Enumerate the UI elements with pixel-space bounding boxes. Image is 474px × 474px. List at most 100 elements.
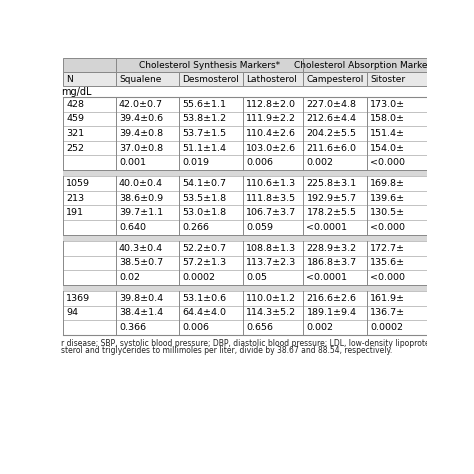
Bar	[63, 111, 427, 126]
Text: 54.1±0.7: 54.1±0.7	[182, 179, 227, 188]
Text: 321: 321	[66, 129, 84, 138]
Text: 225.8±3.1: 225.8±3.1	[307, 179, 356, 188]
Bar	[63, 191, 427, 206]
Text: 0.0002: 0.0002	[370, 323, 403, 332]
Text: 172.7±: 172.7±	[370, 244, 405, 253]
Text: 204.2±5.5: 204.2±5.5	[307, 129, 356, 138]
Text: 192.9±5.7: 192.9±5.7	[307, 194, 356, 203]
Text: 108.8±1.3: 108.8±1.3	[246, 244, 296, 253]
Bar	[63, 235, 427, 241]
Bar	[63, 306, 427, 320]
Bar	[63, 176, 427, 191]
Bar	[63, 141, 427, 155]
Text: 1369: 1369	[66, 294, 91, 303]
Text: 37.0±0.8: 37.0±0.8	[119, 144, 163, 153]
Text: 38.5±0.7: 38.5±0.7	[119, 258, 163, 267]
Text: 38.4±1.4: 38.4±1.4	[119, 309, 163, 318]
Text: r disease; SBP, systolic blood pressure; DBP, diastolic blood pressure; LDL, low: r disease; SBP, systolic blood pressure;…	[61, 339, 474, 348]
Text: 55.6±1.1: 55.6±1.1	[182, 100, 227, 109]
Text: 52.2±0.7: 52.2±0.7	[182, 244, 227, 253]
Text: 213: 213	[66, 194, 84, 203]
Text: 130.5±: 130.5±	[370, 208, 405, 217]
Bar	[116, 58, 303, 72]
Bar	[63, 270, 427, 285]
Text: 135.6±: 135.6±	[370, 258, 405, 267]
Text: 57.2±1.3: 57.2±1.3	[182, 258, 227, 267]
Text: 136.7±: 136.7±	[370, 309, 405, 318]
Text: 111.9±2.2: 111.9±2.2	[246, 114, 296, 123]
Bar	[63, 320, 427, 335]
Text: 0.001: 0.001	[119, 158, 146, 167]
Text: 0.266: 0.266	[182, 223, 210, 232]
Bar	[179, 72, 243, 86]
Text: sterol and triglycerides to millimoles per liter, divide by 38.67 and 88.54, res: sterol and triglycerides to millimoles p…	[61, 346, 392, 356]
Bar	[116, 72, 179, 86]
Text: <0.000: <0.000	[370, 158, 405, 167]
Text: <0.0001: <0.0001	[307, 223, 347, 232]
Bar	[63, 72, 116, 86]
Bar	[63, 155, 427, 170]
Text: 169.8±: 169.8±	[370, 179, 405, 188]
Text: 110.4±2.6: 110.4±2.6	[246, 129, 296, 138]
Text: 191: 191	[66, 208, 84, 217]
Text: 51.1±1.4: 51.1±1.4	[182, 144, 227, 153]
Text: 111.8±3.5: 111.8±3.5	[246, 194, 296, 203]
Text: 53.8±1.2: 53.8±1.2	[182, 114, 227, 123]
Text: 161.9±: 161.9±	[370, 294, 405, 303]
Text: Campesterol: Campesterol	[307, 75, 364, 84]
Text: 1059: 1059	[66, 179, 90, 188]
Text: 0.019: 0.019	[182, 158, 210, 167]
Text: 53.0±1.8: 53.0±1.8	[182, 208, 227, 217]
Text: 0.002: 0.002	[307, 323, 334, 332]
Text: 39.7±1.1: 39.7±1.1	[119, 208, 163, 217]
Text: 40.3±0.4: 40.3±0.4	[119, 244, 163, 253]
Bar	[63, 58, 116, 72]
Text: 0.006: 0.006	[246, 158, 273, 167]
Text: 151.4±: 151.4±	[370, 129, 405, 138]
Text: 53.7±1.5: 53.7±1.5	[182, 129, 227, 138]
Text: mg/dL: mg/dL	[61, 87, 91, 97]
Text: <0.000: <0.000	[370, 223, 405, 232]
Bar	[243, 72, 303, 86]
Text: 178.2±5.5: 178.2±5.5	[307, 208, 356, 217]
Bar	[303, 72, 367, 86]
Text: 110.0±1.2: 110.0±1.2	[246, 294, 296, 303]
Text: 42.0±0.7: 42.0±0.7	[119, 100, 163, 109]
Text: 186.8±3.7: 186.8±3.7	[307, 258, 356, 267]
Text: 0.366: 0.366	[119, 323, 146, 332]
Text: 113.7±2.3: 113.7±2.3	[246, 258, 296, 267]
Text: Lathosterol: Lathosterol	[246, 75, 297, 84]
Bar	[63, 291, 427, 306]
Text: Desmosterol: Desmosterol	[182, 75, 239, 84]
Bar	[63, 241, 427, 255]
Text: 39.4±0.6: 39.4±0.6	[119, 114, 163, 123]
Bar	[367, 72, 427, 86]
Text: 94: 94	[66, 309, 78, 318]
Text: N: N	[66, 75, 73, 84]
Text: 0.0002: 0.0002	[182, 273, 216, 282]
Bar	[63, 126, 427, 141]
Bar	[63, 255, 427, 270]
Text: 212.6±4.4: 212.6±4.4	[307, 114, 356, 123]
Text: 38.6±0.9: 38.6±0.9	[119, 194, 163, 203]
Text: Cholesterol Absorption Markers: Cholesterol Absorption Markers	[294, 61, 436, 70]
Text: 110.6±1.3: 110.6±1.3	[246, 179, 296, 188]
Text: 0.059: 0.059	[246, 223, 273, 232]
Text: 252: 252	[66, 144, 84, 153]
Bar	[63, 170, 427, 176]
Text: 216.6±2.6: 216.6±2.6	[307, 294, 356, 303]
Text: 0.006: 0.006	[182, 323, 210, 332]
Bar	[303, 58, 427, 72]
Text: 158.0±: 158.0±	[370, 114, 405, 123]
Text: 428: 428	[66, 100, 84, 109]
Text: 0.05: 0.05	[246, 273, 267, 282]
Text: 189.1±9.4: 189.1±9.4	[307, 309, 356, 318]
Text: Sitoster: Sitoster	[370, 75, 405, 84]
Text: <0.0001: <0.0001	[307, 273, 347, 282]
Text: 228.9±3.2: 228.9±3.2	[307, 244, 356, 253]
Text: 40.0±0.4: 40.0±0.4	[119, 179, 163, 188]
Bar	[63, 97, 427, 111]
Text: 39.4±0.8: 39.4±0.8	[119, 129, 163, 138]
Text: 103.0±2.6: 103.0±2.6	[246, 144, 296, 153]
Bar	[63, 206, 427, 220]
